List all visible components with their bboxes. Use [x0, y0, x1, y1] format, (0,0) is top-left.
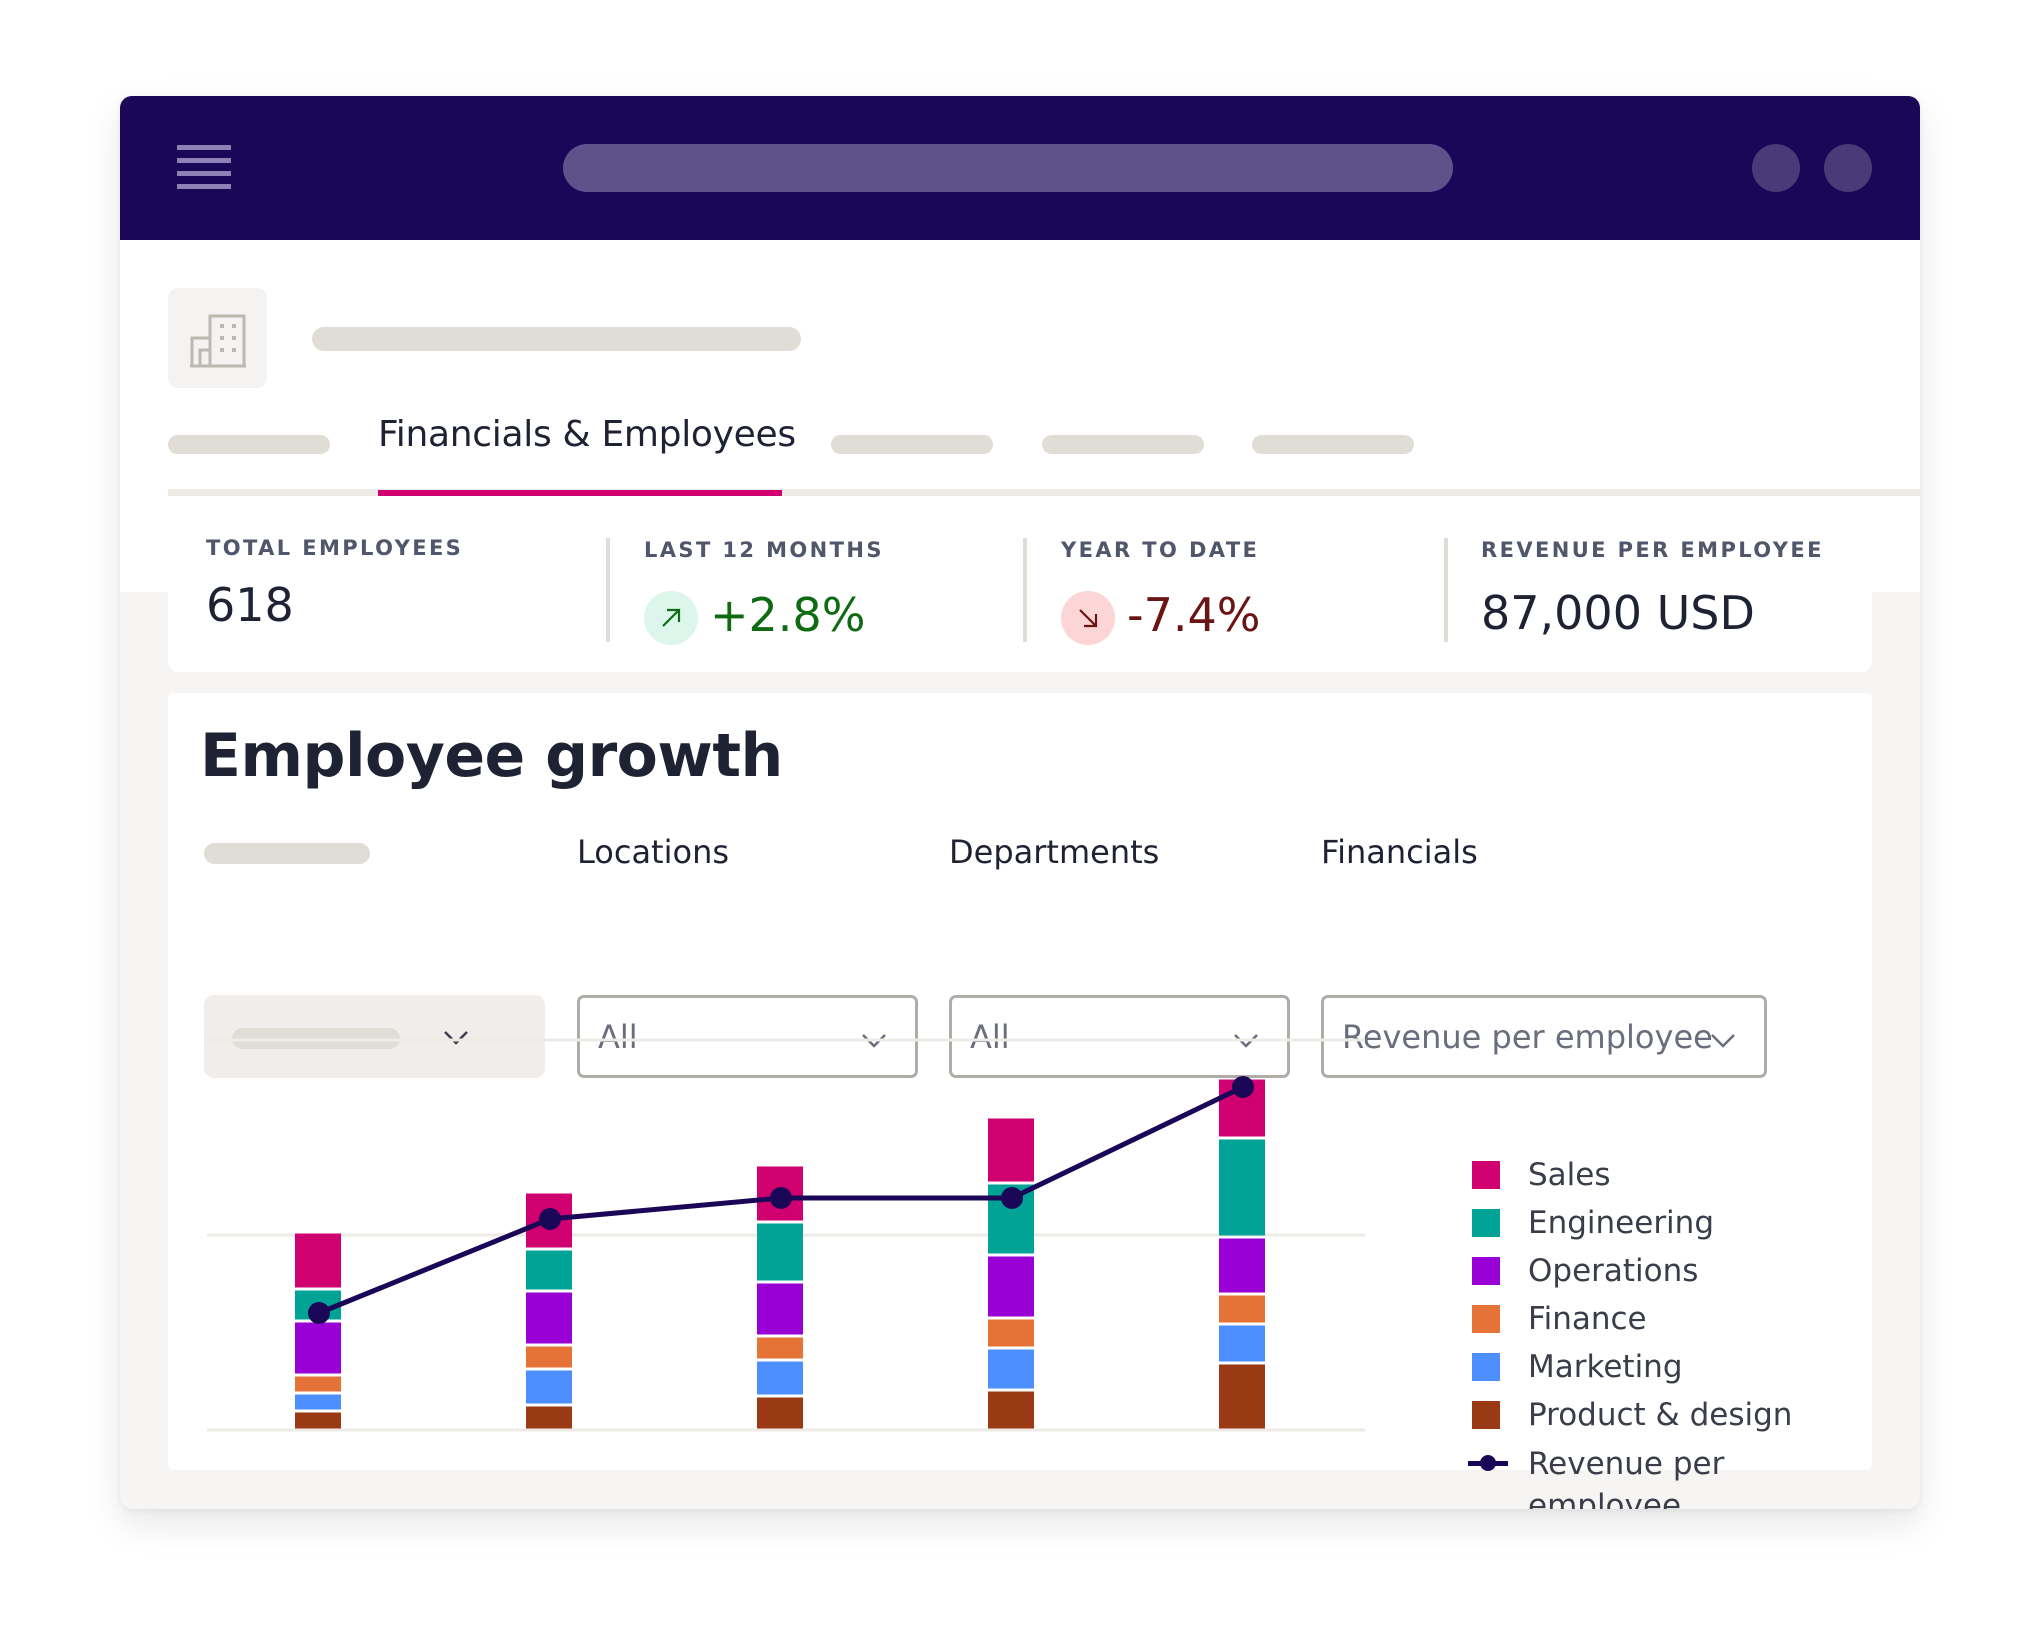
legend-label: Sales	[1528, 1157, 1611, 1193]
app-window: Financials & Employees TOTAL EMPLOYEES 6…	[120, 96, 1920, 1509]
dropdown-value: All	[970, 1018, 1010, 1056]
bar-segment-operations[interactable]	[1219, 1238, 1265, 1293]
tab-financials-employees[interactable]: Financials & Employees	[378, 414, 796, 455]
stat-value: -7.4%	[1127, 588, 1261, 642]
stacked-bar-line-chart	[207, 1038, 1365, 1432]
building-icon	[190, 314, 246, 368]
legend-swatch-icon	[1472, 1209, 1500, 1237]
stat-label: YEAR TO DATE	[1061, 538, 1260, 562]
legend-swatch-icon	[1472, 1161, 1500, 1189]
legend-label: Marketing	[1528, 1349, 1683, 1385]
stat-value: +2.8%	[710, 588, 866, 642]
active-tab-indicator	[378, 490, 782, 496]
trend-up-badge	[644, 591, 698, 645]
bar-segment-product-design[interactable]	[988, 1391, 1034, 1429]
legend-label: Revenue per employee	[1528, 1446, 1725, 1509]
stat-label: TOTAL EMPLOYEES	[206, 536, 464, 560]
bar-segment-product-design[interactable]	[295, 1412, 341, 1429]
legend-swatch-icon	[1472, 1353, 1500, 1381]
line-data-point[interactable]	[539, 1208, 561, 1230]
legend-label: Operations	[1528, 1253, 1699, 1289]
bar-segment-finance[interactable]	[1219, 1295, 1265, 1323]
chart-title: Employee growth	[200, 721, 783, 791]
tab-placeholder-3[interactable]	[1042, 435, 1204, 454]
bar-segment-finance[interactable]	[757, 1337, 803, 1359]
stat-divider	[1444, 538, 1448, 642]
tab-placeholder-2[interactable]	[831, 435, 993, 454]
chart-gridline	[207, 1038, 1365, 1042]
chart-gridline	[207, 1428, 1365, 1432]
bar-segment-product-design[interactable]	[757, 1397, 803, 1429]
arrow-up-right-icon	[662, 608, 681, 627]
bar-segment-engineering[interactable]	[526, 1250, 572, 1290]
legend-label: Product & design	[1528, 1397, 1793, 1433]
bar-segment-marketing[interactable]	[1219, 1325, 1265, 1362]
dropdown-value: Revenue per employee	[1342, 1018, 1713, 1056]
bar-segment-engineering[interactable]	[757, 1223, 803, 1281]
legend-label: Engineering	[1528, 1205, 1714, 1241]
company-avatar	[168, 288, 267, 388]
filter-label-placeholder	[204, 843, 370, 864]
bar-segment-product-design[interactable]	[1219, 1364, 1265, 1429]
bar-segment-operations[interactable]	[757, 1283, 803, 1335]
stat-divider	[606, 538, 610, 642]
bar-segment-operations[interactable]	[295, 1322, 341, 1374]
bar-segment-finance[interactable]	[988, 1319, 1034, 1347]
chevron-down-icon	[1711, 1034, 1735, 1048]
circle-button-2[interactable]	[1824, 144, 1872, 192]
bar-segment-product-design[interactable]	[526, 1406, 572, 1429]
bar-segment-sales[interactable]	[295, 1233, 341, 1288]
bar-segment-marketing[interactable]	[757, 1361, 803, 1395]
bar-segment-finance[interactable]	[295, 1376, 341, 1392]
tab-placeholder-4[interactable]	[1252, 435, 1414, 454]
stat-value: 618	[206, 578, 294, 632]
company-title-placeholder	[312, 327, 801, 351]
stat-label: REVENUE PER EMPLOYEE	[1481, 538, 1824, 562]
stat-divider	[1023, 538, 1027, 642]
line-data-point[interactable]	[770, 1187, 792, 1209]
line-data-point[interactable]	[308, 1302, 330, 1324]
arrow-down-right-icon	[1079, 609, 1098, 628]
search-bar[interactable]	[563, 144, 1453, 192]
line-data-point[interactable]	[1001, 1187, 1023, 1209]
legend-swatch-icon	[1472, 1257, 1500, 1285]
bar-segment-marketing[interactable]	[295, 1394, 341, 1410]
bar-segment-operations[interactable]	[526, 1292, 572, 1344]
bar-segment-sales[interactable]	[988, 1118, 1034, 1182]
bar-segment-operations[interactable]	[988, 1256, 1034, 1317]
stats-summary-card: TOTAL EMPLOYEES 618 LAST 12 MONTHS +2.8%…	[168, 508, 1872, 672]
locations-label: Locations	[577, 833, 730, 871]
employee-growth-card: Employee growth Locations All Department…	[168, 693, 1872, 1509]
line-marker-icon	[1468, 1455, 1508, 1471]
tab-placeholder-1[interactable]	[168, 435, 330, 454]
legend-label: Finance	[1528, 1301, 1647, 1337]
bar-segment-marketing[interactable]	[526, 1370, 572, 1404]
trend-down-badge	[1061, 591, 1115, 645]
departments-dropdown[interactable]: All	[949, 995, 1290, 1078]
bar-segment-finance[interactable]	[526, 1346, 572, 1368]
stat-label: LAST 12 MONTHS	[644, 538, 884, 562]
hamburger-menu-icon[interactable]	[177, 145, 231, 191]
chevron-down-icon	[444, 1031, 468, 1045]
top-navigation-bar	[120, 96, 1920, 240]
locations-dropdown[interactable]: All	[577, 995, 918, 1078]
bar-segment-engineering[interactable]	[1219, 1139, 1265, 1236]
legend-swatch-icon	[1472, 1401, 1500, 1429]
financials-dropdown[interactable]: Revenue per employee	[1321, 995, 1767, 1078]
bar-segment-marketing[interactable]	[988, 1349, 1034, 1389]
dropdown-value: All	[598, 1018, 638, 1056]
stat-value: 87,000 USD	[1481, 586, 1755, 640]
circle-button-1[interactable]	[1752, 144, 1800, 192]
line-data-point[interactable]	[1232, 1076, 1254, 1098]
departments-label: Departments	[949, 833, 1160, 871]
financials-label: Financials	[1321, 833, 1478, 871]
tabs-divider	[168, 489, 1920, 496]
legend-swatch-icon	[1472, 1305, 1500, 1333]
